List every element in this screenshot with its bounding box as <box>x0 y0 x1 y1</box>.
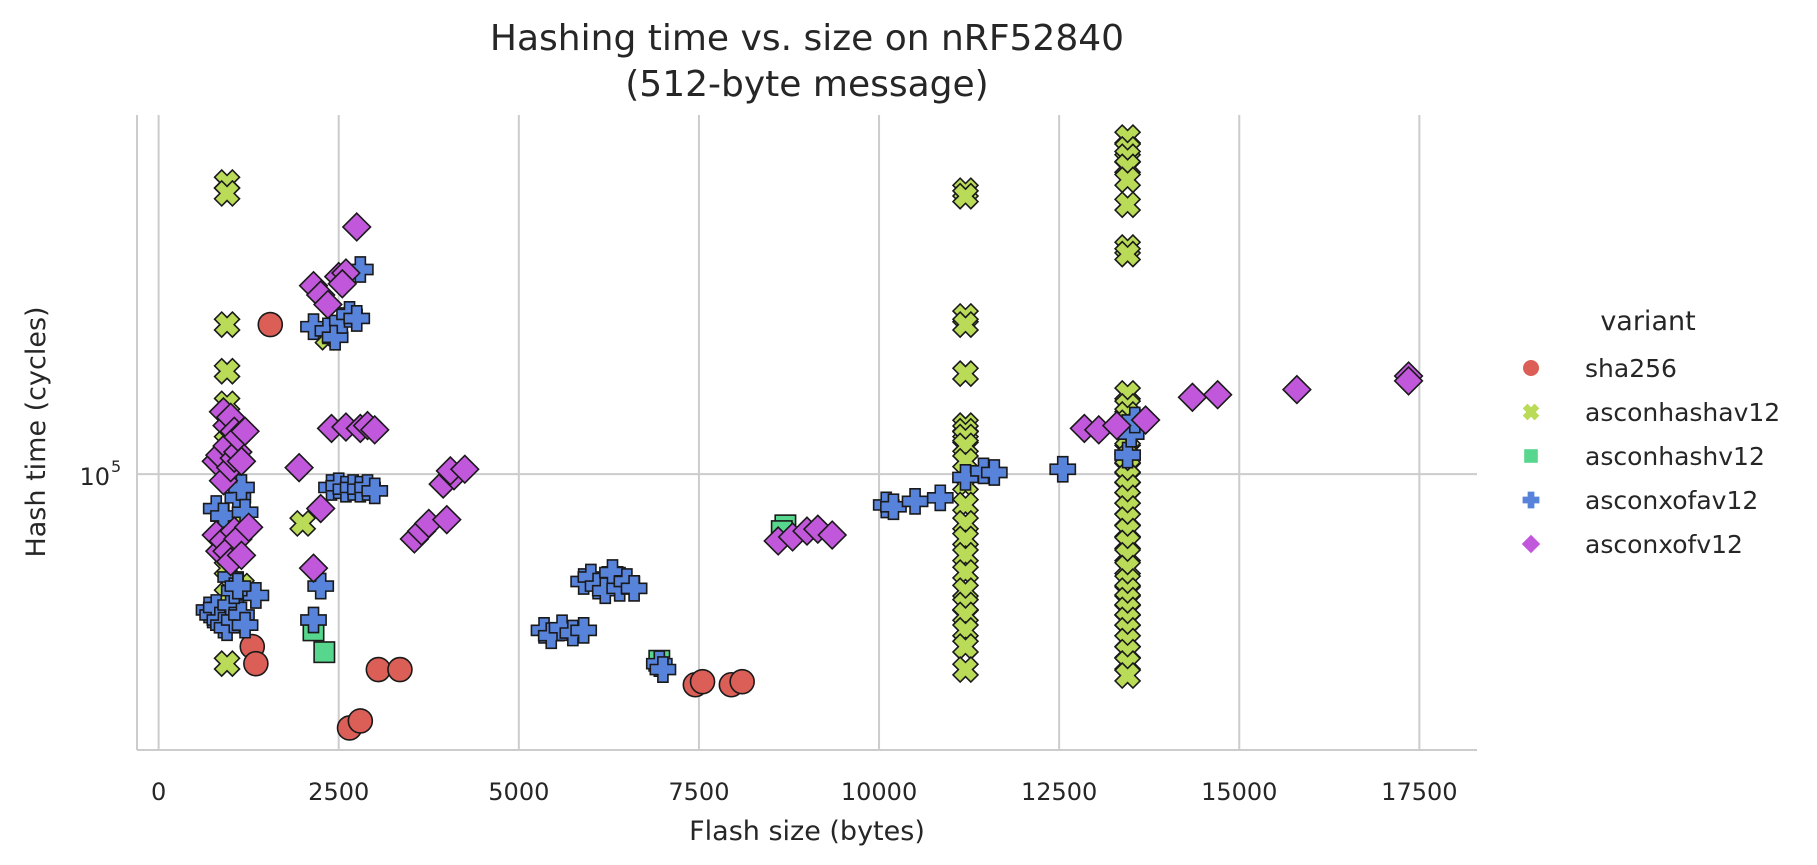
grid-lines <box>137 115 1477 750</box>
data-point-asconxofav12 <box>343 305 371 332</box>
legend-label: asconxofv12 <box>1585 530 1743 559</box>
data-point-asconxofav12 <box>300 606 327 634</box>
y-tick-label-exponent: 5 <box>111 457 121 476</box>
x-tick-label: 7500 <box>668 778 729 806</box>
legend-item-asconhashv12: asconhashv12 <box>1524 442 1765 471</box>
legend-label: sha256 <box>1585 354 1677 383</box>
data-point-asconxofav12 <box>1114 441 1141 469</box>
data-point-asconxofav12 <box>649 656 677 683</box>
data-point-asconxofav12 <box>880 493 907 521</box>
data-point-asconxofv12 <box>341 212 372 242</box>
data-point-asconhashav12 <box>213 179 241 208</box>
legend-item-asconxofav12: asconxofav12 <box>1522 486 1758 515</box>
data-point-asconxofv12 <box>1202 379 1233 410</box>
data-point-sha256 <box>347 708 374 734</box>
data-point-asconxofv12 <box>449 454 480 485</box>
y-tick-label: 10 <box>79 463 110 491</box>
data-point-asconhashav12 <box>213 357 241 385</box>
data-point-asconxofav12 <box>1049 455 1077 483</box>
x-tick-label: 0 <box>151 778 166 806</box>
x-tick-label: 15000 <box>1201 778 1277 806</box>
legend-marker-asconhashav12 <box>1522 403 1540 421</box>
data-point-asconhashav12 <box>951 310 980 339</box>
data-point-asconxofv12 <box>233 512 264 543</box>
legend-marker-asconxofav12 <box>1522 491 1540 509</box>
legend-title: variant <box>1600 306 1695 337</box>
data-point-sha256 <box>257 311 284 338</box>
data-point-asconxofv12 <box>817 520 848 550</box>
data-point-sha256 <box>729 668 755 695</box>
series-asconxofv12 <box>201 212 1424 584</box>
legend-item-asconxofv12: asconxofv12 <box>1521 530 1743 559</box>
data-point-asconhashav12 <box>1113 191 1142 219</box>
data-point-asconhashav12 <box>289 509 317 538</box>
data-point-sha256 <box>689 668 716 695</box>
data-point-asconxofv12 <box>298 553 329 584</box>
data-point-asconxofav12 <box>570 616 598 644</box>
data-point-asconhashav12 <box>951 655 980 684</box>
data-point-sha256 <box>387 656 413 683</box>
data-point-asconxofv12 <box>284 452 315 483</box>
data-point-asconxofv12 <box>305 493 336 524</box>
series-asconxofav12 <box>195 256 1149 683</box>
data-point-asconxofav12 <box>901 487 929 515</box>
data-point-asconhashv12 <box>313 641 336 664</box>
data-point-sha256 <box>365 656 392 683</box>
data-point-asconxofav12 <box>231 611 259 639</box>
data-point-asconxofav12 <box>224 572 252 600</box>
x-tick-label: 5000 <box>488 778 549 806</box>
series-sha256 <box>239 311 755 741</box>
y-tick-labels: 10 5 <box>79 457 121 491</box>
x-tick-label: 2500 <box>308 778 369 806</box>
data-point-asconxofav12 <box>361 477 389 505</box>
data-point-asconhashav12 <box>1113 661 1142 690</box>
x-axis-label: Flash size (bytes) <box>689 816 925 847</box>
legend-marker-asconxofv12 <box>1521 534 1541 554</box>
x-tick-label: 10000 <box>841 778 917 806</box>
legend-marker-asconhashv12 <box>1524 449 1538 463</box>
data-point-asconxofav12 <box>980 459 1008 486</box>
legend-label: asconhashav12 <box>1585 398 1780 427</box>
data-point-asconhashav12 <box>1113 240 1142 268</box>
chart-title: Hashing time vs. size on nRF52840 <box>490 18 1124 59</box>
data-point-asconxofv12 <box>226 446 257 477</box>
data-point-asconxofv12 <box>230 416 260 447</box>
data-point-asconxofv12 <box>1101 410 1132 441</box>
data-point-asconxofv12 <box>1177 382 1208 413</box>
data-point-asconxofv12 <box>327 268 358 299</box>
chart-subtitle: (512-byte message) <box>625 64 988 105</box>
legend-label: asconhashv12 <box>1585 442 1765 471</box>
data-point-asconxofv12 <box>359 414 390 445</box>
data-point-asconxofav12 <box>300 313 327 341</box>
data-point-sha256 <box>243 650 269 677</box>
data-point-asconhashav12 <box>213 310 241 339</box>
legend-item-asconhashav12: asconhashav12 <box>1522 398 1780 427</box>
legend-item-sha256: sha256 <box>1523 354 1677 383</box>
x-tick-label: 12500 <box>1021 778 1097 806</box>
data-point-asconhashav12 <box>213 650 241 678</box>
data-point-asconhashav12 <box>951 182 980 210</box>
series-asconhashav12 <box>213 123 1142 690</box>
legend-label: asconxofav12 <box>1585 486 1758 515</box>
data-point-asconxofav12 <box>307 572 335 600</box>
data-point-asconxofav12 <box>926 484 954 512</box>
data-point-asconxofav12 <box>620 574 648 602</box>
data-points <box>195 123 1424 741</box>
data-point-asconxofv12 <box>1281 374 1312 405</box>
data-point-asconhashav12 <box>951 360 980 388</box>
data-point-asconxofv12 <box>1393 365 1424 396</box>
legend-items: sha256 asconhashav12 asconhashv12 asconxofa… <box>1521 354 1780 559</box>
data-point-asconxofv12 <box>431 504 462 535</box>
x-tick-label: 17500 <box>1381 778 1457 806</box>
x-tick-labels: 0 2500 5000 7500 10000 12500 15000 17500 <box>151 778 1458 806</box>
data-point-asconxofv12 <box>226 540 257 571</box>
y-axis-label: Hash time (cycles) <box>21 306 52 557</box>
legend: variant sha256 asconhashav12 asconhashv12 a… <box>1521 306 1780 559</box>
legend-marker-sha256 <box>1523 360 1539 376</box>
data-point-asconxofv12 <box>312 289 343 320</box>
data-point-asconxofv12 <box>1130 405 1161 435</box>
